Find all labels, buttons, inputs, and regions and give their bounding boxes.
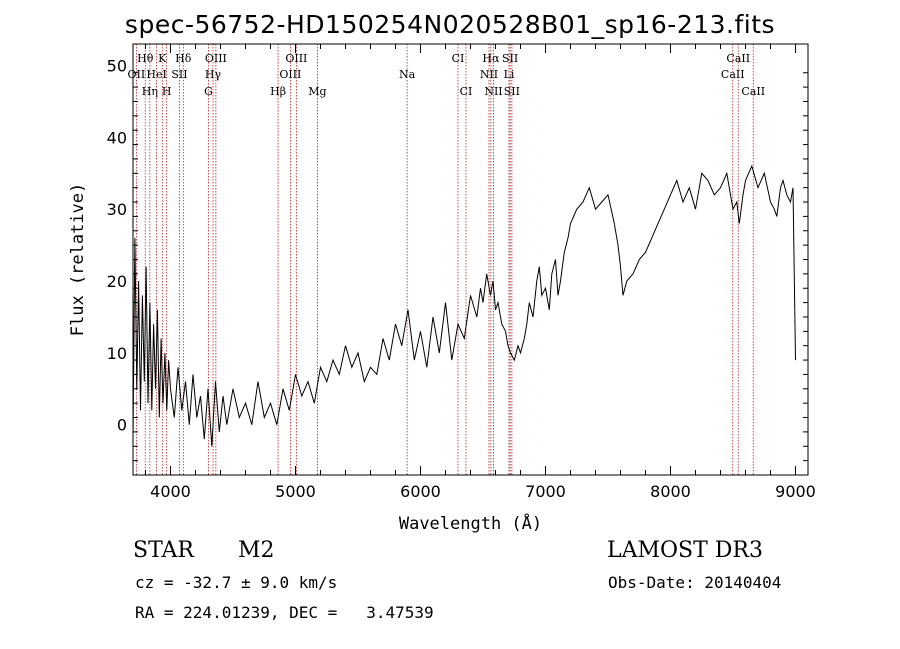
sky-coordinates: RA = 224.01239, DEC = 3.47539 [135, 603, 434, 622]
spectral-line-label: NII [484, 85, 502, 98]
spectral-line-label: CaII [726, 52, 750, 65]
spectral-line-label: SII [502, 52, 518, 65]
spectral-line-label: CI [460, 85, 473, 98]
y-tick-label: 30 [107, 200, 127, 219]
spectral-line-label: Li [504, 68, 515, 81]
observation-date: Obs-Date: 20140404 [608, 573, 782, 592]
spectral-line-label: Hγ [205, 68, 222, 81]
x-tick-label: 4000 [150, 482, 191, 501]
spectral-line-label: CaII [741, 85, 765, 98]
spectral-line-label: OIII [279, 68, 301, 81]
spectral-line-label: G [204, 85, 213, 98]
spectral-line-label: Hδ [175, 52, 192, 65]
spectral-line-label: SII [504, 85, 520, 98]
x-tick-label: 7000 [525, 482, 566, 501]
y-tick-label: 0 [117, 416, 127, 435]
spectral-line-label: Hθ [137, 52, 154, 65]
plot-frame [132, 43, 809, 476]
y-tick-label: 20 [107, 272, 127, 291]
spectral-line-label: OII [128, 68, 146, 81]
redshift-velocity: cz = -32.7 ± 9.0 km/s [135, 573, 338, 592]
spectral-line-label: OIII [205, 52, 227, 65]
spectral-line-label: Hη [142, 85, 158, 98]
x-tick-label: 6000 [400, 482, 441, 501]
spectral-line-label: NII [480, 68, 498, 81]
spectral-line-label: Mg [308, 85, 326, 98]
y-axis-label: Flux (relative) [68, 183, 88, 337]
y-tick-label: 50 [107, 57, 127, 76]
spectrum-line [132, 164, 796, 447]
spectral-line-labels: Hθ OII Hη K HeI H Hδ SII OIII Hγ G Hβ OIII OIII Mg Na CI… [128, 52, 766, 98]
object-subclass: M2 [238, 538, 275, 563]
spectral-line-label: OIII [285, 52, 307, 65]
object-class: STAR [133, 538, 194, 563]
x-tick-label: 9000 [775, 482, 816, 501]
axis-tick-labels: 4000 5000 6000 7000 8000 9000 0 10 20 30 40 50 [107, 57, 816, 501]
spectral-line-label: HeI [146, 68, 166, 81]
survey-name: LAMOST DR3 [607, 538, 763, 563]
chart-title: spec-56752-HD150254N020528B01_sp16-213.f… [124, 10, 776, 39]
x-tick-label: 8000 [650, 482, 691, 501]
spectral-line-label: K [158, 52, 167, 65]
spectral-line-label: Hα [482, 52, 500, 65]
spectral-line-label: CaII [721, 68, 745, 81]
x-axis-label: Wavelength (Å) [399, 512, 542, 534]
y-tick-label: 40 [107, 128, 127, 147]
spectral-line-label: H [162, 85, 172, 98]
spectral-line-label: Na [399, 68, 416, 81]
spectral-line-label: SII [171, 68, 187, 81]
axis-ticks [133, 44, 808, 475]
x-tick-label: 5000 [275, 482, 316, 501]
spectral-line-label: CI [452, 52, 465, 65]
spectral-line-label: Hβ [270, 85, 286, 98]
y-tick-label: 10 [107, 344, 127, 363]
